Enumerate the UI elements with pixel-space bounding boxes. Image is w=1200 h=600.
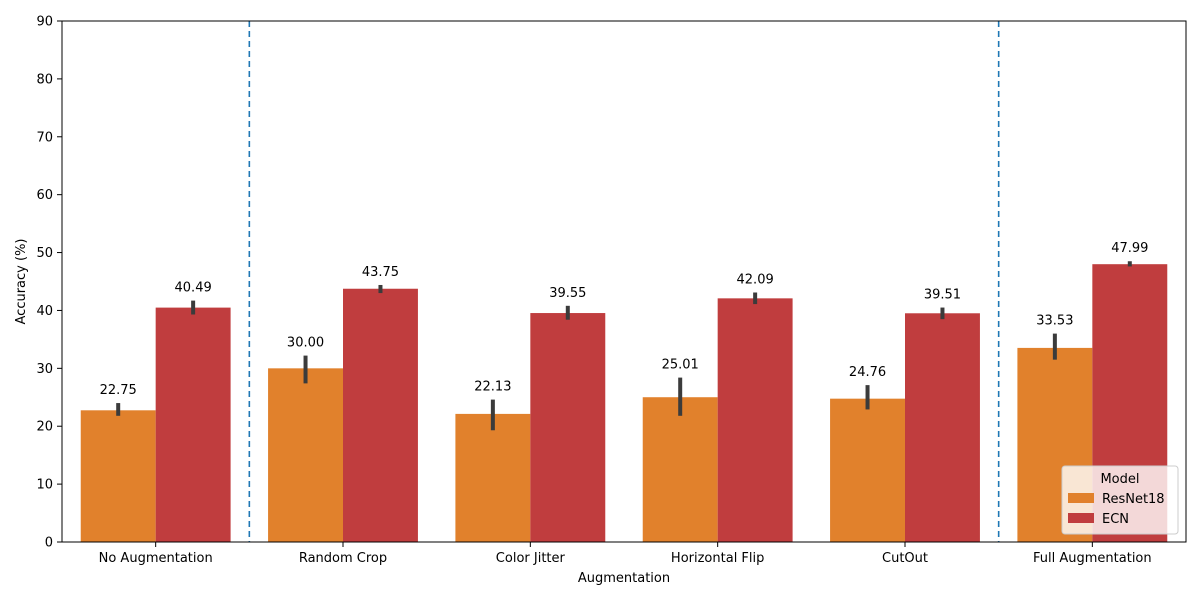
y-tick-label: 80 bbox=[36, 72, 53, 87]
y-tick-label: 0 bbox=[45, 536, 53, 551]
x-tick-label: Full Augmentation bbox=[1033, 551, 1152, 566]
data-label-ecn-4: 39.51 bbox=[924, 288, 961, 303]
y-tick-label: 10 bbox=[36, 478, 53, 493]
bar-resnet18-3 bbox=[642, 397, 718, 542]
data-label-resnet18-5: 33.53 bbox=[1036, 314, 1073, 329]
y-tick-label: 30 bbox=[36, 362, 53, 377]
y-tick-label: 50 bbox=[36, 246, 53, 261]
x-tick-label: Horizontal Flip bbox=[671, 551, 764, 566]
bar-ecn-2 bbox=[530, 313, 606, 542]
y-axis-title: Accuracy (%) bbox=[14, 239, 29, 325]
legend-label-ecn: ECN bbox=[1102, 512, 1129, 527]
x-tick-label: No Augmentation bbox=[99, 551, 213, 566]
legend-title: Model bbox=[1100, 472, 1139, 487]
legend-swatch-ecn bbox=[1068, 513, 1094, 523]
y-tick-label: 60 bbox=[36, 188, 53, 203]
bar-ecn-0 bbox=[155, 307, 231, 542]
y-tick-label: 20 bbox=[36, 420, 53, 435]
legend-label-resnet18: ResNet18 bbox=[1102, 492, 1165, 507]
data-label-ecn-1: 43.75 bbox=[362, 265, 399, 280]
y-tick-label: 40 bbox=[36, 304, 53, 319]
x-axis-title: Augmentation bbox=[578, 571, 670, 586]
data-label-resnet18-2: 22.13 bbox=[474, 380, 511, 395]
data-label-resnet18-3: 25.01 bbox=[662, 358, 699, 373]
data-label-resnet18-1: 30.00 bbox=[287, 336, 324, 351]
bar-ecn-3 bbox=[717, 298, 793, 542]
bar-resnet18-2 bbox=[455, 413, 531, 542]
data-label-ecn-3: 42.09 bbox=[737, 272, 774, 287]
data-label-ecn-5: 47.99 bbox=[1111, 241, 1148, 256]
y-tick-label: 70 bbox=[36, 130, 53, 145]
x-tick-label: Color Jitter bbox=[496, 551, 566, 566]
bar-ecn-1 bbox=[343, 288, 418, 542]
y-tick-label: 90 bbox=[36, 15, 53, 30]
legend-swatch-resnet18 bbox=[1068, 493, 1094, 503]
bar-resnet18-1 bbox=[268, 368, 343, 542]
bar-ecn-4 bbox=[905, 313, 980, 542]
data-label-ecn-2: 39.55 bbox=[549, 286, 586, 301]
data-label-resnet18-4: 24.76 bbox=[849, 365, 886, 380]
bar-resnet18-0 bbox=[80, 410, 156, 542]
x-tick-label: Random Crop bbox=[299, 551, 387, 566]
bar-resnet18-4 bbox=[830, 398, 905, 542]
data-label-resnet18-0: 22.75 bbox=[100, 383, 137, 398]
plot-frame bbox=[61, 20, 1187, 543]
data-label-ecn-0: 40.49 bbox=[175, 281, 212, 296]
x-tick-label: CutOut bbox=[882, 551, 928, 566]
